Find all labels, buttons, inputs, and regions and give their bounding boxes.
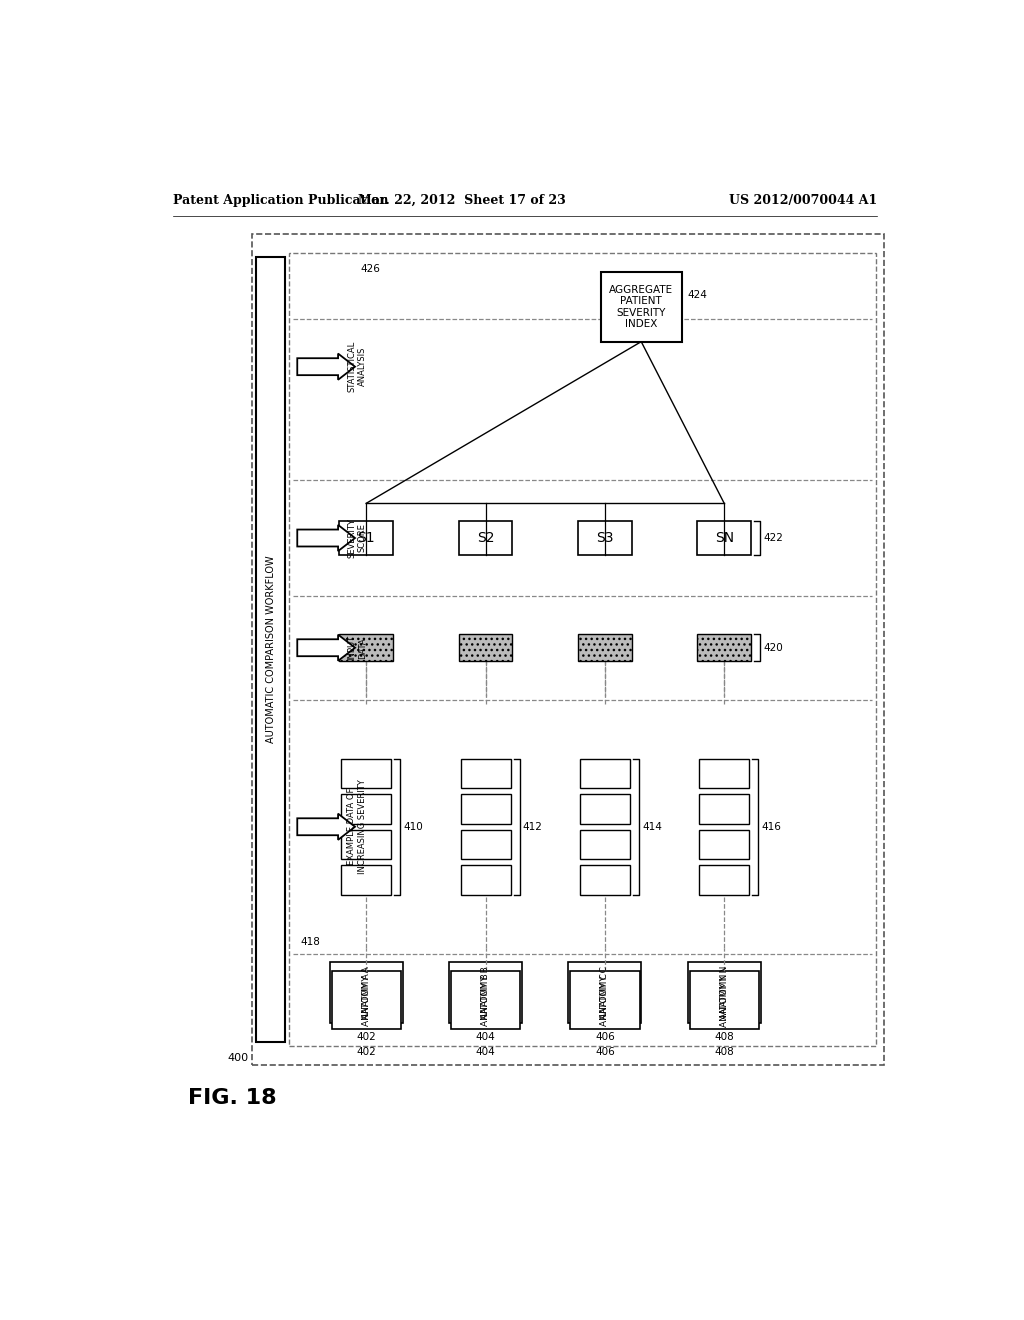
Text: STATISTICAL
ANALYSIS: STATISTICAL ANALYSIS: [347, 341, 367, 392]
Bar: [601, 272, 682, 342]
Text: Patent Application Publication: Patent Application Publication: [173, 194, 388, 207]
Text: 406: 406: [595, 1032, 614, 1041]
Bar: [339, 635, 393, 661]
Bar: [699, 830, 750, 859]
Bar: [570, 972, 640, 1028]
Bar: [449, 961, 522, 1023]
Polygon shape: [297, 525, 355, 552]
Bar: [699, 759, 750, 788]
Bar: [461, 795, 511, 824]
Bar: [688, 961, 761, 1023]
Text: S1: S1: [357, 531, 375, 545]
Text: US 2012/0070044 A1: US 2012/0070044 A1: [729, 194, 878, 207]
Text: S2: S2: [477, 531, 495, 545]
Bar: [451, 972, 520, 1028]
Polygon shape: [297, 354, 355, 380]
Text: ANATOMY C: ANATOMY C: [600, 974, 609, 1027]
Text: 424: 424: [688, 290, 708, 301]
Bar: [459, 520, 512, 556]
Text: 404: 404: [476, 1032, 496, 1041]
Text: 410: 410: [403, 822, 423, 832]
Text: FIG. 18: FIG. 18: [188, 1088, 276, 1107]
Bar: [689, 972, 759, 1028]
Text: 406: 406: [595, 1047, 614, 1057]
Text: AGGREGATE
PATIENT
SEVERITY
INDEX: AGGREGATE PATIENT SEVERITY INDEX: [609, 285, 674, 330]
Bar: [580, 830, 630, 859]
Text: ANATOMY N: ANATOMY N: [720, 966, 729, 1019]
Text: 426: 426: [360, 264, 381, 273]
Text: SN: SN: [715, 531, 734, 545]
Text: 420: 420: [764, 643, 783, 652]
Text: 414: 414: [642, 822, 663, 832]
Bar: [578, 520, 632, 556]
Bar: [332, 972, 400, 1028]
Text: 408: 408: [715, 1047, 734, 1057]
Text: AUTOMATIC COMPARISON WORKFLOW: AUTOMATIC COMPARISON WORKFLOW: [265, 556, 275, 743]
Text: ANATOMY N: ANATOMY N: [720, 973, 729, 1027]
Bar: [697, 520, 752, 556]
Text: 402: 402: [356, 1032, 376, 1041]
Bar: [341, 795, 391, 824]
Bar: [699, 866, 750, 895]
Text: ANATOMY C: ANATOMY C: [600, 966, 609, 1019]
Bar: [580, 759, 630, 788]
Bar: [341, 759, 391, 788]
Text: 400: 400: [227, 1053, 249, 1063]
Bar: [461, 759, 511, 788]
Bar: [459, 635, 512, 661]
Text: SEVERITY
SCORE: SEVERITY SCORE: [347, 517, 367, 558]
Bar: [330, 961, 402, 1023]
Polygon shape: [297, 813, 355, 840]
Text: EXAMPLE DATA OF
INCREASING SEVERITY: EXAMPLE DATA OF INCREASING SEVERITY: [347, 779, 367, 874]
Bar: [341, 866, 391, 895]
Bar: [252, 234, 884, 1065]
Bar: [580, 866, 630, 895]
Text: 422: 422: [764, 533, 783, 543]
Bar: [568, 961, 641, 1023]
Bar: [289, 253, 876, 1047]
Bar: [578, 635, 632, 661]
Text: ANATOMY A: ANATOMY A: [361, 974, 371, 1027]
Bar: [697, 635, 752, 661]
Text: 418: 418: [301, 937, 321, 948]
Text: ANATOMY A: ANATOMY A: [361, 966, 371, 1019]
Text: ANATOMY B: ANATOMY B: [481, 974, 490, 1027]
Text: ANATOMY B: ANATOMY B: [481, 966, 490, 1019]
Text: Mar. 22, 2012  Sheet 17 of 23: Mar. 22, 2012 Sheet 17 of 23: [357, 194, 565, 207]
Bar: [699, 795, 750, 824]
Bar: [580, 795, 630, 824]
Bar: [461, 830, 511, 859]
Text: S3: S3: [596, 531, 613, 545]
Text: 412: 412: [523, 822, 543, 832]
Polygon shape: [297, 635, 355, 661]
Bar: [339, 520, 393, 556]
Text: 402: 402: [356, 1047, 376, 1057]
Bar: [461, 866, 511, 895]
Text: 408: 408: [715, 1032, 734, 1041]
Bar: [256, 257, 286, 1043]
Text: INPUT
DATA: INPUT DATA: [347, 635, 367, 660]
Text: 416: 416: [762, 822, 781, 832]
Bar: [341, 830, 391, 859]
Text: 404: 404: [476, 1047, 496, 1057]
